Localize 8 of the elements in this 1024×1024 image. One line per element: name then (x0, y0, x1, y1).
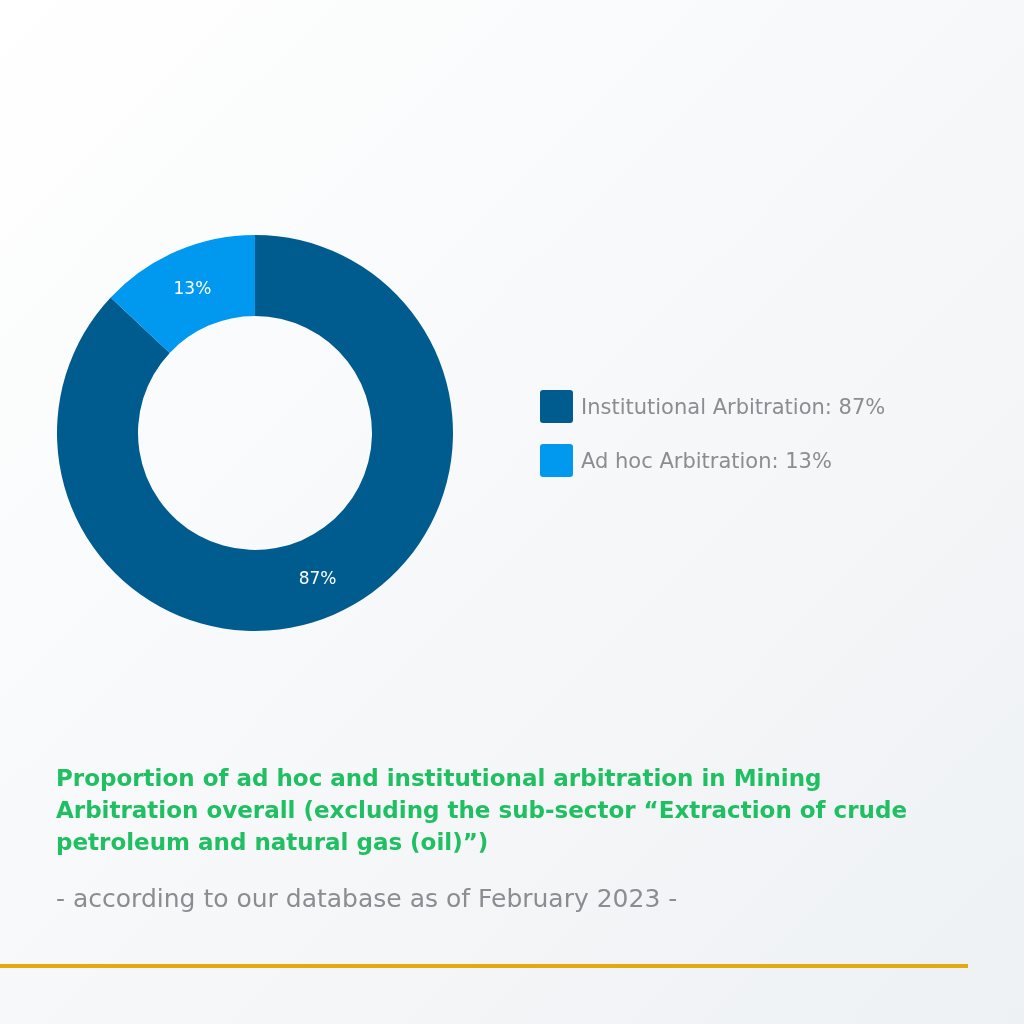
data-label: 13% (173, 278, 212, 299)
donut-slice (57, 235, 453, 631)
legend-label: Ad hoc Arbitration: 13% (581, 449, 832, 473)
legend-label: Institutional Arbitration: 87% (581, 395, 886, 419)
text: - according to our database as of February 2023 - (56, 884, 679, 913)
text: Proportion of ad hoc and institutional arbitration in Mining Arbitration overall (excluding the sub-sector “Extraction of crude petroleum and natural gas (oil)”) (56, 764, 909, 857)
data-label: 87% (298, 567, 337, 588)
donut-slice (110, 235, 255, 353)
